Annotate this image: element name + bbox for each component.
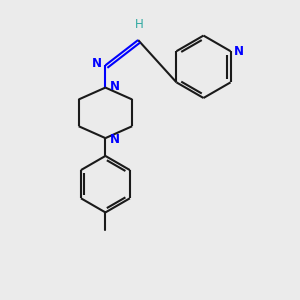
Text: N: N: [110, 80, 120, 93]
Text: N: N: [234, 45, 244, 58]
Text: N: N: [110, 133, 120, 146]
Text: H: H: [135, 17, 144, 31]
Text: N: N: [92, 57, 102, 70]
